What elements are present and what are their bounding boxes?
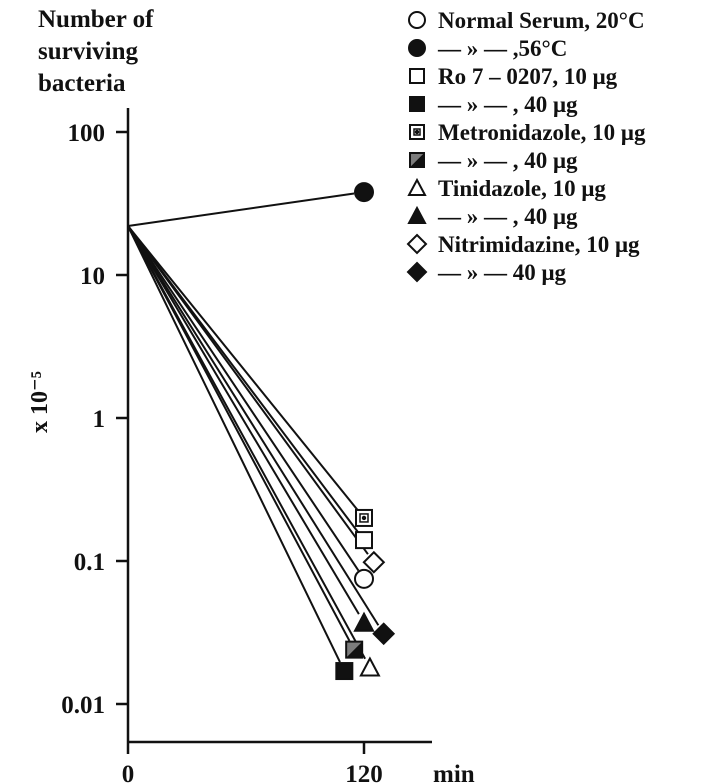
legend-item-2: — » — ,56°C [408,36,567,61]
legend: Normal Serum, 20°C — » — ,56°C Ro 7 – 0207… [406,8,646,285]
series-markers [335,182,396,681]
series-line-8 [127,225,360,615]
legend-label-5: Metronidazole, 10 μg [438,120,646,145]
legend-marker-1 [408,11,426,29]
legend-item-6: — » — , 40 μg [409,148,578,173]
axes [126,108,432,744]
series-line-1 [127,225,360,572]
legend-label-1: Normal Serum, 20°C [438,8,645,33]
data-point-2 [354,182,374,203]
legend-item-9: Nitrimidazine, 10 μg [406,232,640,257]
legend-label-4: — » — , 40 μg [437,92,578,117]
legend-label-6: — » — , 40 μg [437,148,578,173]
y-axis-label: x 10⁻⁵ [27,371,53,433]
data-point-4 [335,662,354,681]
data-point-3 [355,531,373,550]
data-point-6 [345,640,364,659]
y-tick-label: 10 [80,263,105,290]
y-caption-line-2: surviving [38,38,139,65]
series-line-7 [127,225,366,660]
legend-marker-5 [409,124,425,140]
series-line-4 [127,225,341,663]
series-line-2 [127,192,355,228]
y-ticks: 100 10 1 0.1 0.01 [61,120,128,719]
y-caption: Number of surviving bacteria [38,4,154,100]
x-ticks: 0 120 [122,742,383,784]
legend-item-1: Normal Serum, 20°C [408,8,645,33]
series-lines [127,192,380,663]
legend-item-7: Tinidazole, 10 μg [407,176,606,201]
y-tick-label: 0.1 [74,549,105,576]
legend-marker-10 [406,261,428,283]
legend-item-5: Metronidazole, 10 μg [409,120,646,145]
legend-label-8: — » — , 40 μg [437,204,578,229]
x-tick-label: 0 [122,761,135,784]
legend-item-10: — » — 40 μg [406,260,567,285]
legend-marker-6 [409,152,425,168]
legend-label-10: — » — 40 μg [437,260,567,285]
y-caption-line-1: Number of [38,6,154,33]
y-tick-label: 0.01 [61,692,105,719]
data-point-9 [362,550,386,574]
legend-item-3: Ro 7 – 0207, 10 μg [409,64,618,89]
legend-label-2: — » — ,56°C [437,36,567,61]
legend-item-4: — » — , 40 μg [409,92,578,117]
y-caption-line-3: bacteria [38,70,126,97]
legend-label-9: Nitrimidazine, 10 μg [438,232,640,257]
data-point-8 [353,611,375,632]
data-point-7 [359,656,381,677]
legend-marker-9 [406,233,428,255]
legend-marker-4 [409,96,425,112]
series-line-10 [127,225,380,626]
y-tick-label: 1 [93,406,106,433]
legend-label-3: Ro 7 – 0207, 10 μg [438,64,618,89]
legend-marker-8 [407,205,427,224]
data-point-10 [372,622,396,646]
legend-label-7: Tinidazole, 10 μg [438,176,606,201]
data-point-1 [354,568,374,589]
data-point-5 [355,508,373,527]
x-tick-label: 120 [345,761,383,784]
legend-marker-2 [408,39,426,57]
legend-marker-7 [407,177,427,196]
legend-item-8: — » — , 40 μg [407,204,578,229]
x-axis-label: min [433,761,475,784]
series-line-5 [127,225,359,511]
y-tick-label: 100 [68,120,106,147]
legend-marker-3 [409,68,425,84]
series-line-9 [127,225,369,555]
